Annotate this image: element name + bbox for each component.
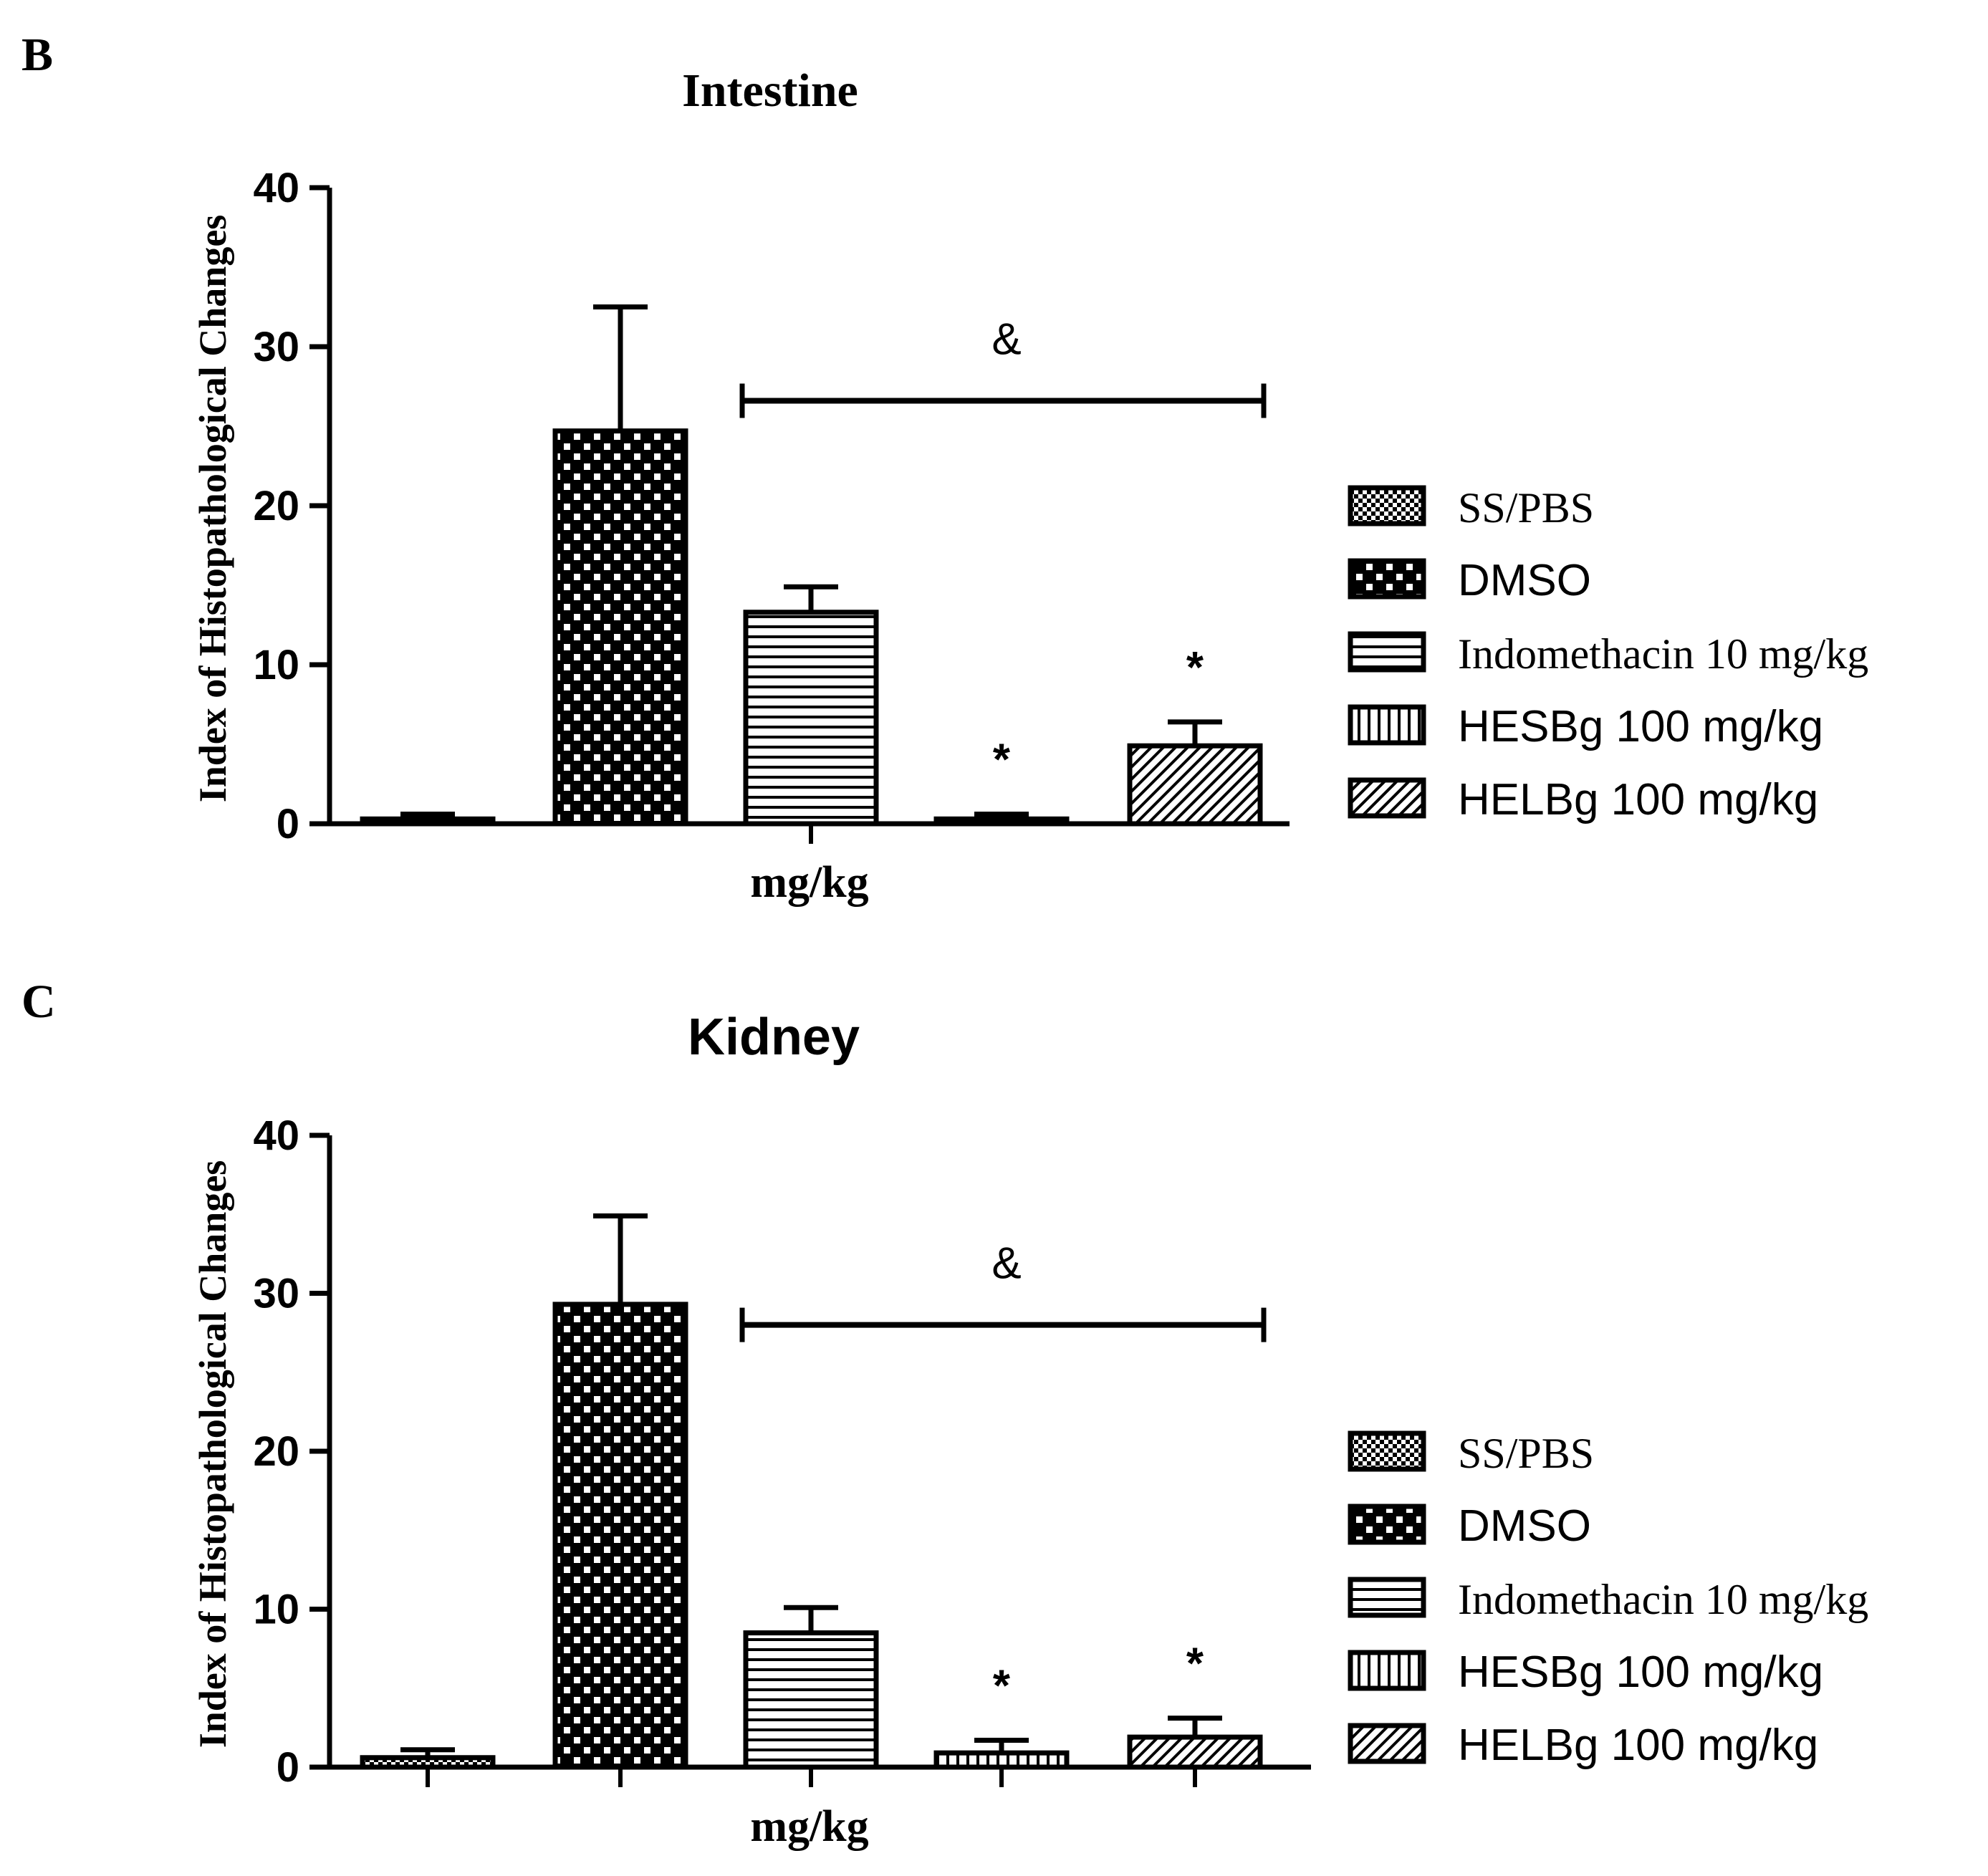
bracket-label: &: [991, 1239, 1021, 1289]
chart-title: Kidney: [688, 1009, 860, 1066]
legend: SS/PBS DMSO Indomethacin 10 mg/kg HESBg 100…: [1348, 484, 1868, 824]
bar-indomethacin-10-mg-kg: [743, 610, 879, 827]
legend-label: DMSO: [1458, 556, 1591, 605]
legend-label: Indomethacin 10 mg/kg: [1458, 1576, 1868, 1623]
bar-ss-pbs: [360, 1755, 496, 1770]
chart-title: Intestine: [682, 64, 858, 117]
y-tick-label: 20: [253, 483, 299, 529]
y-tick-label: 30: [253, 324, 299, 370]
bar-hesbg-100-mg-kg: [933, 1750, 1070, 1770]
axes: 0 10 20 30 40 * * &: [253, 165, 1290, 847]
x-axis-label: mg/kg: [750, 1802, 868, 1851]
legend-label: HESBg 100 mg/kg: [1458, 1647, 1823, 1697]
bar-indomethacin-10-mg-kg: [743, 1630, 879, 1770]
legend-label: HESBg 100 mg/kg: [1458, 702, 1823, 751]
legend-swatch: [1348, 1577, 1426, 1618]
legend-swatch: [1348, 704, 1426, 746]
legend-swatch: [1348, 1650, 1426, 1691]
legend-swatch: [1348, 1430, 1426, 1472]
legend-label: HELBg 100 mg/kg: [1458, 775, 1818, 824]
y-tick-label: 20: [253, 1428, 299, 1475]
legend-label: Indomethacin 10 mg/kg: [1458, 630, 1868, 678]
y-tick-label: 0: [277, 1744, 299, 1791]
legend-swatch: [1348, 631, 1426, 673]
bar-helbg-100-mg-kg: [1127, 743, 1263, 827]
legend-swatch: [1348, 485, 1426, 526]
bar-ss-pbs: [360, 816, 496, 827]
y-tick-label: 10: [253, 642, 299, 688]
y-tick-label: 30: [253, 1271, 299, 1317]
y-tick-label: 40: [253, 1112, 299, 1159]
y-tick-label: 0: [277, 801, 299, 847]
legend-label: HELBg 100 mg/kg: [1458, 1721, 1818, 1770]
y-tick-label: 40: [253, 165, 299, 211]
legend-label: SS/PBS: [1458, 1430, 1594, 1477]
legend-swatch: [1348, 1504, 1426, 1545]
axes: 0 10 20 30 40 * * &: [253, 1112, 1311, 1791]
legend-swatch: [1348, 558, 1426, 600]
panel-c: C Kidney Index of Histopathological Chan…: [21, 976, 1868, 1851]
legend: SS/PBS DMSO Indomethacin 10 mg/kg HESBg 100…: [1348, 1430, 1868, 1770]
legend-swatch: [1348, 1723, 1426, 1764]
y-axis-label: Index of Histopathological Changes: [191, 1160, 234, 1748]
y-axis-label: Index of Histopathological Changes: [191, 215, 234, 803]
significance-marker: *: [993, 736, 1011, 785]
legend-label: SS/PBS: [1458, 484, 1594, 531]
panel-letter: C: [21, 976, 56, 1028]
significance-marker: *: [993, 1662, 1011, 1711]
bar-dmso: [552, 1302, 688, 1770]
significance-marker: *: [1186, 643, 1204, 693]
bracket-label: &: [991, 314, 1021, 364]
bar-dmso: [552, 428, 688, 827]
significance-marker: *: [1186, 1640, 1204, 1689]
x-axis-label: mg/kg: [750, 858, 868, 907]
y-tick-label: 10: [253, 1587, 299, 1633]
panel-b: B Intestine Index of Histopathological C…: [21, 29, 1868, 907]
legend-swatch: [1348, 777, 1426, 819]
panel-letter: B: [21, 29, 53, 81]
bar-helbg-100-mg-kg: [1127, 1734, 1263, 1770]
bar-hesbg-100-mg-kg: [933, 816, 1070, 827]
legend-label: DMSO: [1458, 1501, 1591, 1551]
